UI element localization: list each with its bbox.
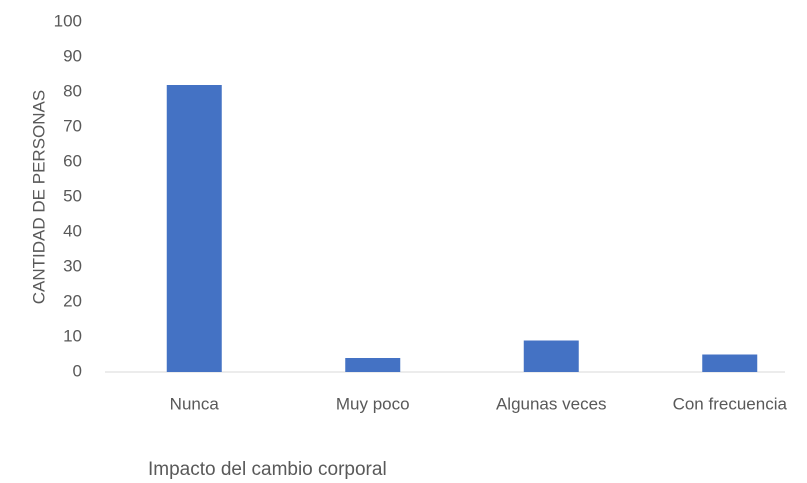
y-tick-label: 90 [63, 46, 82, 65]
bar [166, 85, 222, 372]
y-tick-label: 20 [63, 291, 82, 310]
y-tick-label: 0 [73, 361, 82, 380]
y-tick-label: 100 [54, 11, 82, 30]
bar [345, 358, 401, 372]
y-tick-label: 30 [63, 256, 82, 275]
y-tick-label: 80 [63, 81, 82, 100]
x-tick-label: Muy poco [336, 394, 410, 413]
x-tick-label: Algunas veces [496, 394, 607, 413]
y-tick-label: 60 [63, 151, 82, 170]
y-tick-label: 40 [63, 221, 82, 240]
y-tick-label: 10 [63, 326, 82, 345]
bar [702, 354, 758, 372]
y-axis-title: CANTIDAD DE PERSONAS [29, 90, 48, 304]
x-tick-label: Con frecuencia [673, 394, 788, 413]
y-tick-label: 70 [63, 116, 82, 135]
y-tick-label: 50 [63, 186, 82, 205]
x-axis-title: Impacto del cambio corporal [148, 459, 387, 480]
bar [523, 340, 579, 372]
x-tick-label: Nunca [170, 394, 220, 413]
